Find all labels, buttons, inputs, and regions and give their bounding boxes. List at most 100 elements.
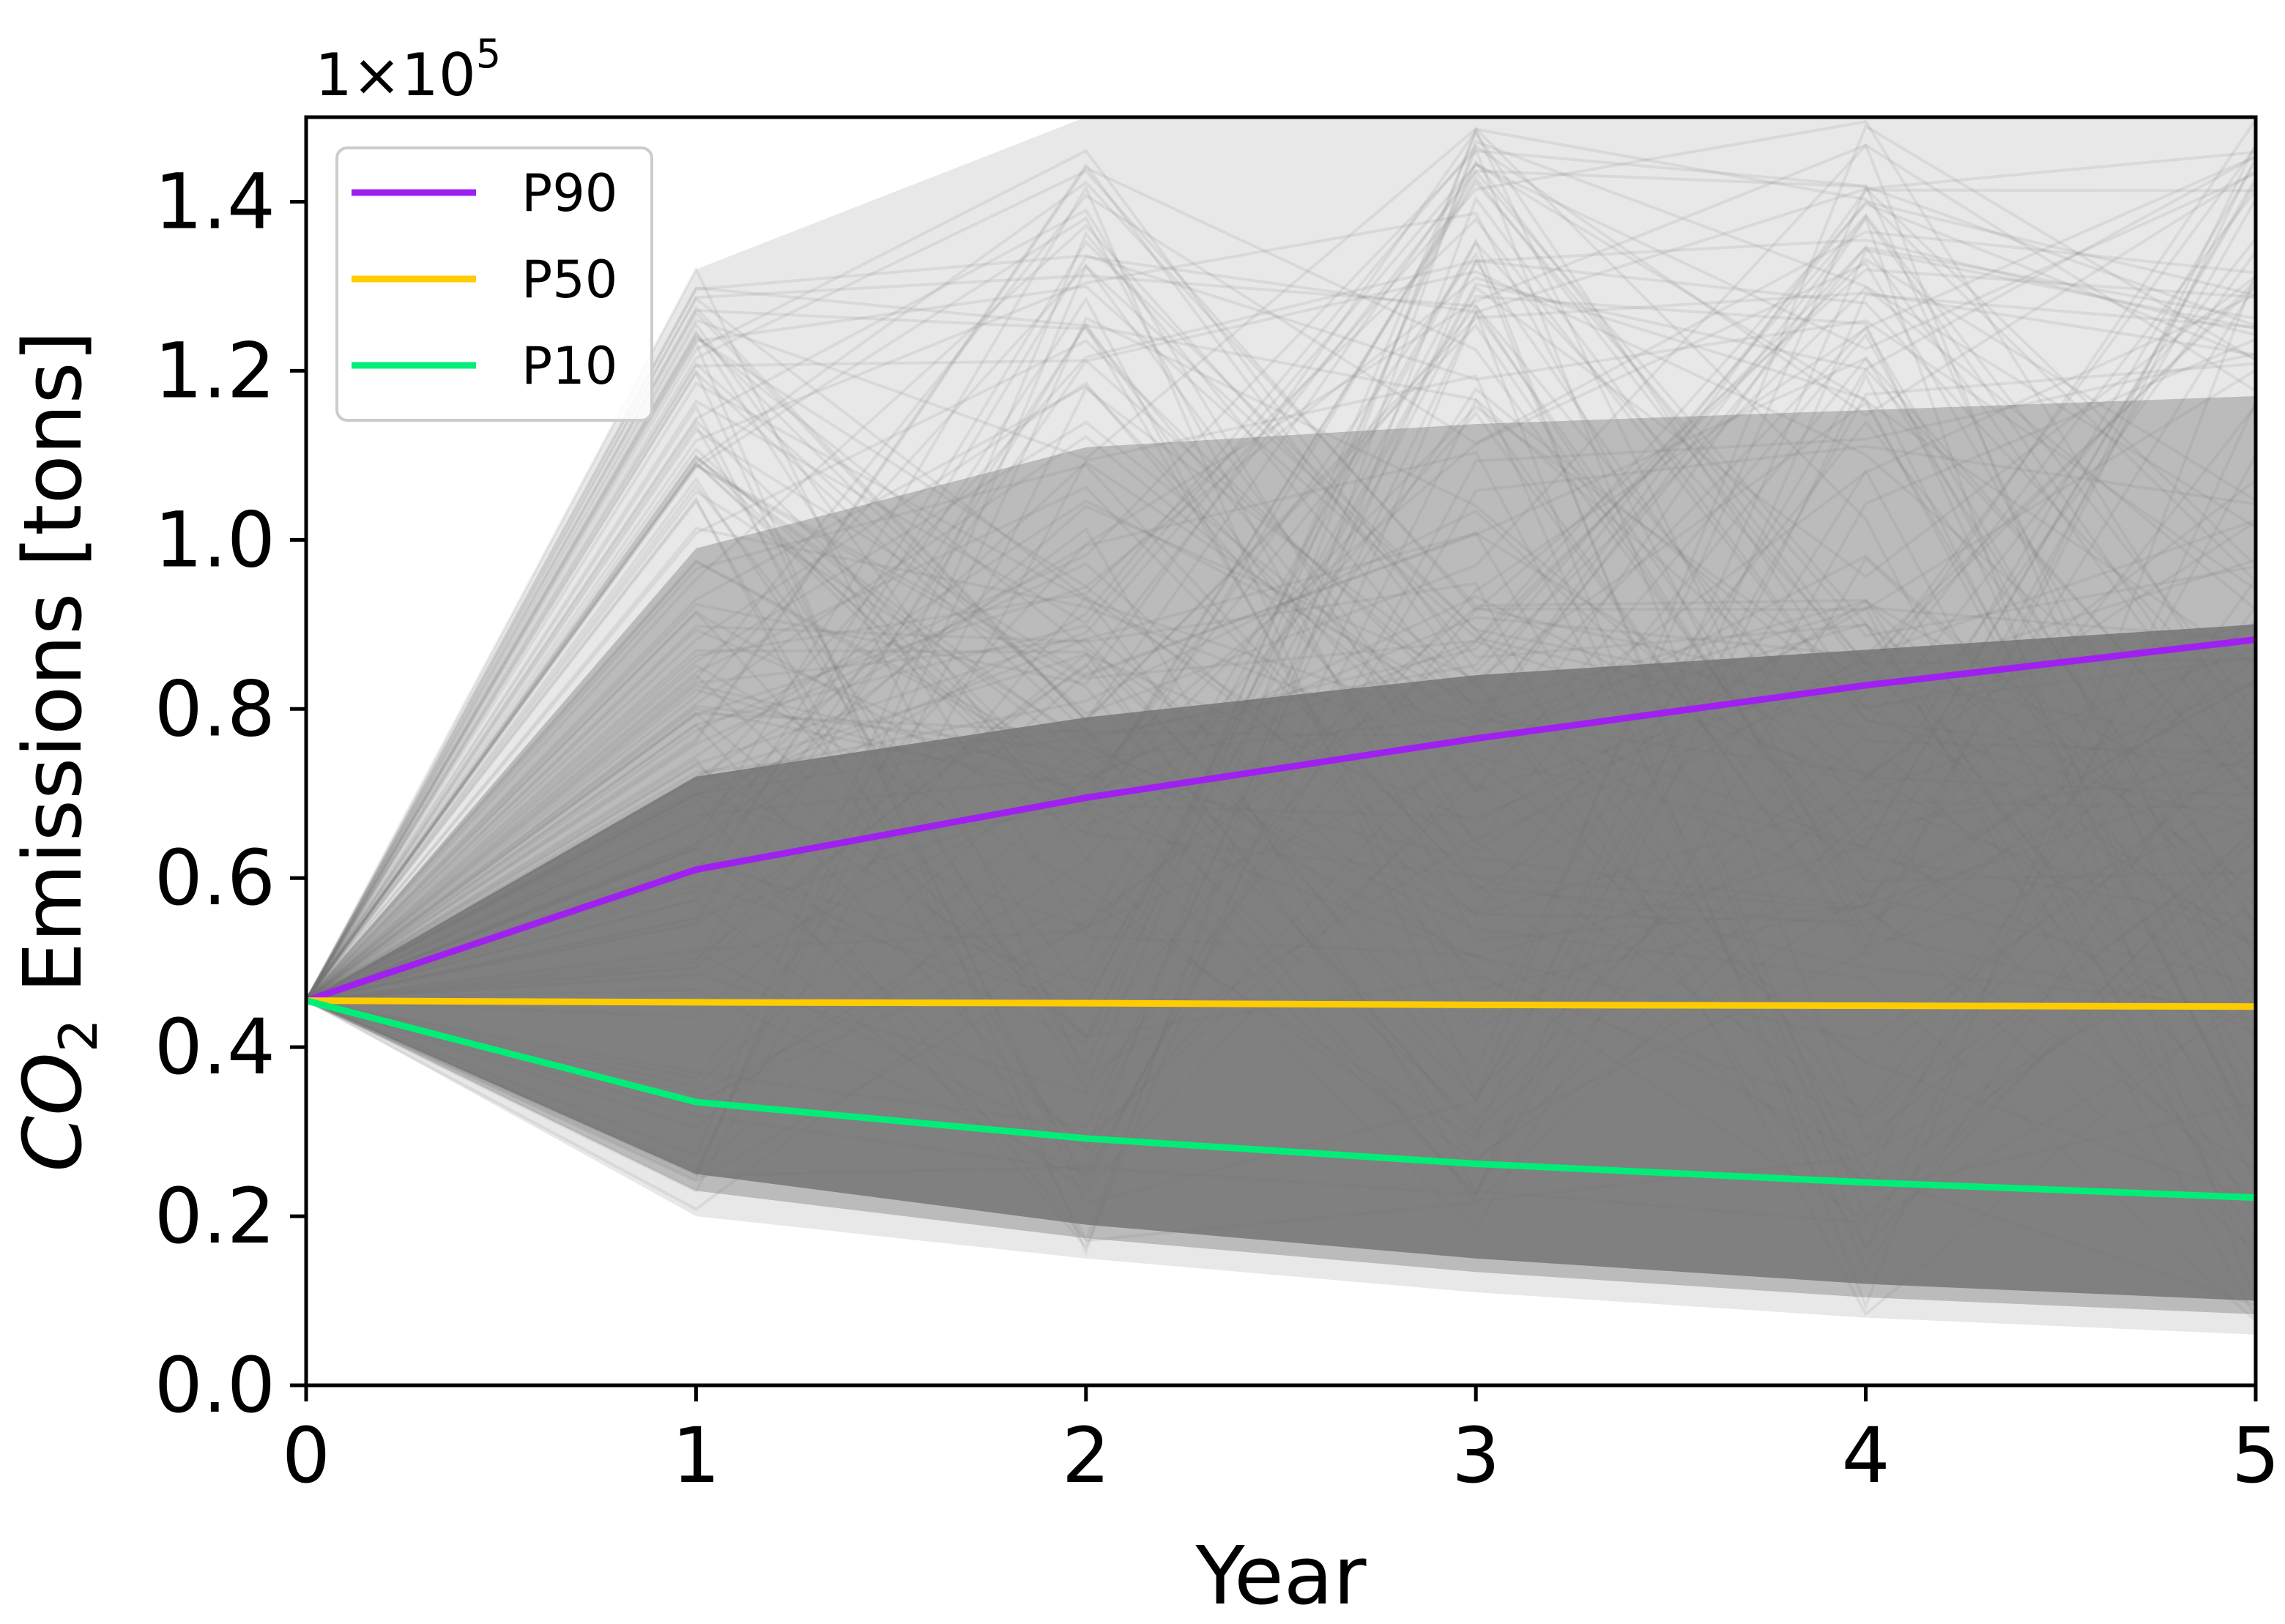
simulation-trace: [306, 581, 2256, 1316]
simulation-trace: [306, 208, 2256, 1002]
simulation-trace: [306, 186, 2256, 1074]
simulation-trace: [306, 611, 2256, 1172]
x-axis-label: Year: [1195, 1529, 1367, 1623]
legend-label-p50: P50: [521, 250, 617, 310]
simulation-trace: [306, 308, 2256, 1128]
simulation-trace: [306, 334, 2256, 1002]
simulation-trace: [306, 381, 2256, 1114]
simulation-trace: [306, 418, 2256, 1094]
simulation-trace: [306, 275, 2256, 1007]
simulation-trace: [306, 156, 2256, 1138]
simulation-trace: [306, 214, 2256, 1002]
simulation-trace: [306, 146, 2256, 1002]
simulation-trace: [306, 251, 2256, 1221]
simulation-trace: [306, 239, 2256, 1122]
simulation-trace: [306, 119, 2256, 1002]
simulation-trace: [306, 374, 2256, 1272]
simulation-trace: [306, 139, 2256, 1256]
x-tick-label: 1: [672, 1411, 720, 1500]
y-tick-label: 1.4: [155, 157, 275, 246]
simulation-trace: [306, 759, 2256, 1201]
simulation-trace: [306, 179, 2256, 1002]
simulation-trace: [306, 160, 2256, 1008]
simulation-trace: [306, 154, 2256, 1002]
simulation-trace: [306, 130, 2256, 1070]
simulation-trace: [306, 606, 2256, 1150]
legend-label-p10: P10: [521, 336, 617, 396]
simulation-trace: [306, 779, 2256, 1176]
simulation-trace: [306, 149, 2256, 1002]
series-line-p50: [306, 997, 2256, 1010]
series-line-p10: [306, 997, 2256, 1202]
simulation-trace: [306, 434, 2256, 1002]
simulation-trace: [306, 144, 2256, 1002]
simulation-trace: [306, 741, 2256, 1322]
y-axis-label: CO2 Emissions [tons]: [6, 330, 109, 1172]
simulation-trace: [306, 145, 2256, 1141]
simulation-trace: [306, 316, 2256, 1176]
simulation-trace: [306, 195, 2256, 1244]
simulation-trace: [306, 663, 2256, 1202]
simulation-trace: [306, 212, 2256, 1002]
simulation-trace: [306, 283, 2256, 1002]
y-tick-label: 0.2: [155, 1172, 275, 1261]
simulation-trace: [306, 276, 2256, 1136]
simulation-trace: [306, 180, 2256, 1217]
simulation-trace: [306, 329, 2256, 1158]
simulation-trace: [306, 562, 2256, 1002]
simulation-trace: [306, 293, 2256, 1193]
simulation-trace: [306, 332, 2256, 1043]
simulation-trace: [306, 119, 2256, 1123]
simulation-trace: [306, 217, 2256, 1002]
simulation-traces: [306, 119, 2256, 1322]
simulation-trace: [306, 215, 2256, 1002]
simulation-trace: [306, 124, 2256, 1102]
simulation-trace: [306, 255, 2256, 1311]
simulation-trace: [306, 163, 2256, 1002]
simulation-trace: [306, 368, 2256, 1095]
simulation-trace: [306, 127, 2256, 1266]
simulation-trace: [306, 269, 2256, 1002]
dense-envelope: [306, 624, 2256, 1301]
plot-area: [306, 117, 2256, 1335]
simulation-trace: [306, 165, 2256, 1002]
simulation-trace: [306, 649, 2256, 1032]
simulation-trace: [306, 223, 2256, 1002]
simulation-trace: [306, 128, 2256, 1022]
y-tick-label: 0.8: [155, 664, 275, 753]
simulation-trace: [306, 324, 2256, 1002]
simulation-trace: [306, 169, 2256, 1150]
simulation-trace: [306, 339, 2256, 1002]
simulation-trace: [306, 169, 2256, 1002]
simulation-trace: [306, 323, 2256, 1002]
simulation-trace: [306, 444, 2256, 1176]
simulation-trace: [306, 237, 2256, 1254]
plot-frame: [304, 115, 2258, 1388]
simulation-trace: [306, 757, 2256, 1243]
simulation-trace: [306, 188, 2256, 1002]
x-tick-label: 5: [2232, 1411, 2280, 1500]
simulation-trace: [306, 308, 2256, 1002]
simulation-trace: [306, 215, 2256, 1305]
x-tick-label: 0: [282, 1411, 330, 1500]
simulation-trace: [306, 386, 2256, 1249]
simulation-trace: [306, 454, 2256, 1184]
simulation-trace: [306, 237, 2256, 1002]
simulation-trace: [306, 455, 2256, 1002]
simulation-trace: [306, 291, 2256, 1002]
simulation-trace: [306, 246, 2256, 1002]
simulation-trace: [306, 499, 2256, 1002]
simulation-trace: [306, 397, 2256, 1191]
simulation-trace: [306, 150, 2256, 1250]
simulation-trace: [306, 185, 2256, 1121]
simulation-trace: [306, 264, 2256, 1181]
simulation-trace: [306, 282, 2256, 1002]
simulation-trace: [306, 338, 2256, 1198]
simulation-trace: [306, 294, 2256, 1150]
simulation-trace: [306, 595, 2256, 1080]
simulation-trace: [306, 401, 2256, 1082]
simulation-trace: [306, 193, 2256, 1002]
simulation-trace: [306, 509, 2256, 1002]
simulation-trace: [306, 321, 2256, 1010]
